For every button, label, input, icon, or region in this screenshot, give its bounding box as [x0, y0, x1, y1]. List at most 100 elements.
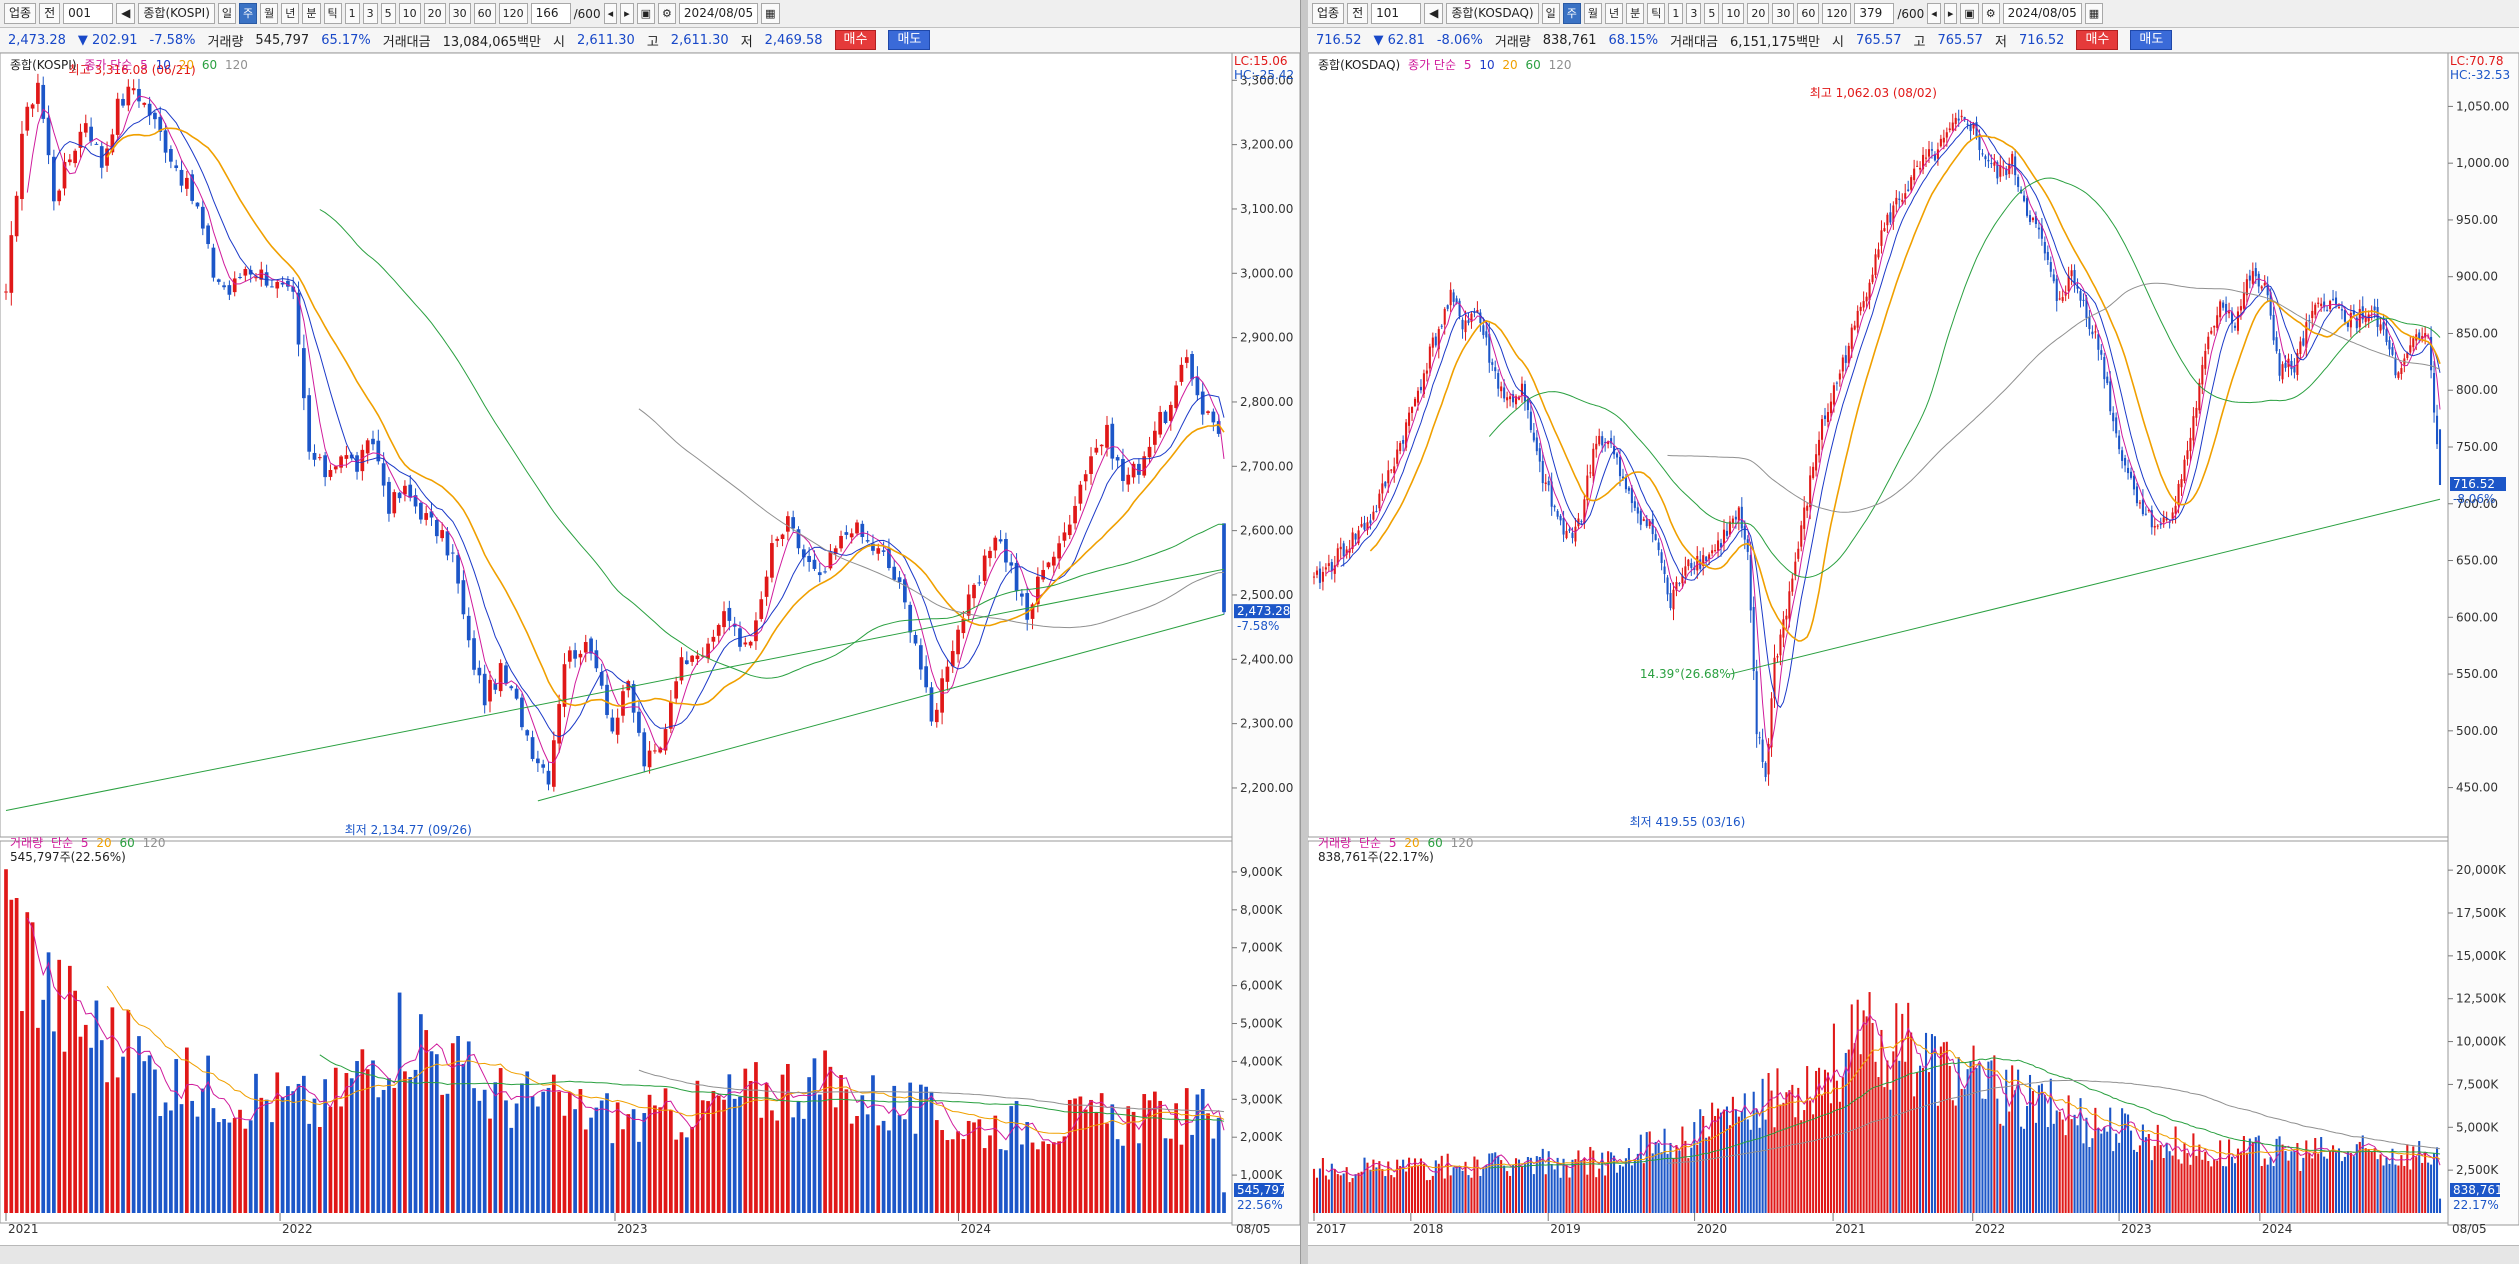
min-5[interactable]: 5 — [1704, 3, 1720, 24]
min-10[interactable]: 10 — [1722, 3, 1745, 24]
kosdaq-chart[interactable]: 1,050.00 1,000.00 950.00 900.00 850.00 800.00… — [1308, 53, 2519, 1246]
candle-body — [1363, 522, 1366, 530]
candle-body — [2043, 241, 2046, 254]
buy-button[interactable]: 매수 — [834, 30, 877, 50]
volume-bar — [105, 1082, 109, 1213]
candle-body — [1963, 117, 1966, 120]
volume-bar — [1734, 1109, 1737, 1213]
sell-button[interactable]: 매도 — [2130, 30, 2173, 50]
volume-bar — [2064, 1135, 2067, 1213]
period-select[interactable]: 전 — [39, 3, 61, 24]
date-input[interactable]: 2024/08/05 — [2002, 3, 2082, 24]
kosdaq-vol-value: 838,761주(22.17%) — [1318, 850, 1434, 864]
candle-body — [2225, 303, 2228, 314]
prev-icon[interactable]: ◂ — [603, 3, 618, 24]
volume-bar — [1966, 1069, 1969, 1213]
volume-bar — [674, 1139, 679, 1213]
min-3[interactable]: 3 — [1686, 3, 1702, 24]
tf-year[interactable]: 년 — [1604, 3, 1624, 24]
candle-body — [25, 106, 30, 131]
min-60[interactable]: 60 — [473, 3, 496, 24]
vol-pct-tag: 22.17% — [2453, 1198, 2499, 1212]
candle-body — [1509, 396, 1512, 400]
candle-body — [1562, 517, 1565, 535]
speaker-icon[interactable]: ◀ — [116, 3, 136, 24]
volume-bar — [950, 1139, 955, 1213]
market-select[interactable]: 업종 — [1312, 3, 1345, 24]
candle-body — [2180, 479, 2183, 488]
count-input[interactable]: 379 — [1854, 3, 1895, 24]
candle-body — [2406, 352, 2409, 359]
lc-label: LC:70.78 — [2450, 54, 2503, 68]
volume-bar — [1586, 1174, 1589, 1213]
candle-body — [4, 291, 8, 293]
tf-tick[interactable]: 틱 — [323, 3, 342, 24]
candle-body — [956, 629, 960, 655]
min-120[interactable]: 120 — [1822, 3, 1852, 24]
volume-bar — [344, 1073, 349, 1213]
tf-day[interactable]: 일 — [1541, 3, 1560, 24]
volume-bar — [1607, 1151, 1610, 1213]
candle-body — [1416, 390, 1420, 403]
min-5[interactable]: 5 — [380, 3, 396, 24]
tf-month[interactable]: 월 — [260, 3, 279, 24]
min-20[interactable]: 20 — [423, 3, 446, 24]
next-icon[interactable]: ▸ — [620, 3, 634, 24]
tf-year[interactable]: 년 — [281, 3, 300, 24]
tf-week[interactable]: 주 — [1562, 3, 1581, 24]
candle-body — [397, 492, 402, 499]
tf-minute[interactable]: 분 — [1626, 3, 1645, 24]
candle-body — [1618, 457, 1622, 477]
candle-body — [2037, 227, 2040, 230]
candle-body — [2186, 450, 2189, 460]
low-value: 716.52 — [2018, 32, 2065, 48]
count-input[interactable]: 166 — [530, 3, 571, 24]
kospi-scrollbar[interactable] — [0, 1245, 1304, 1264]
period-select[interactable]: 전 — [1347, 3, 1369, 24]
tf-month[interactable]: 월 — [1583, 3, 1602, 24]
min-60[interactable]: 60 — [1797, 3, 1820, 24]
min-120[interactable]: 120 — [498, 3, 528, 24]
volume-bar — [791, 1117, 796, 1213]
kospi-chart[interactable]: 3,300.00 3,200.00 3,100.00 3,000.00 2,900.00… — [0, 53, 1300, 1246]
min-10[interactable]: 10 — [398, 3, 421, 24]
volume-bar — [1672, 1158, 1675, 1213]
sell-button[interactable]: 매도 — [888, 30, 931, 50]
tf-day[interactable]: 일 — [217, 3, 236, 24]
min-1[interactable]: 1 — [344, 3, 360, 24]
vol-tick-label: 5,000K — [1240, 1017, 1283, 1031]
tf-tick[interactable]: 틱 — [1647, 3, 1666, 24]
save-icon[interactable]: ▣ — [636, 3, 656, 24]
candle-body — [833, 548, 838, 554]
save-icon[interactable]: ▣ — [1960, 3, 1979, 24]
candle-body — [716, 624, 721, 636]
min-3[interactable]: 3 — [362, 3, 378, 24]
code-input[interactable]: 001 — [63, 3, 114, 24]
calendar-icon[interactable]: ▦ — [2084, 3, 2104, 24]
min-30[interactable]: 30 — [1772, 3, 1795, 24]
gear-icon[interactable]: ⚙ — [658, 3, 676, 24]
volume-bar — [216, 1122, 221, 1213]
market-select[interactable]: 업종 — [4, 3, 37, 24]
speaker-icon[interactable]: ◀ — [1424, 3, 1444, 24]
min-30[interactable]: 30 — [448, 3, 471, 24]
hc-label: HC:-25.42 — [1234, 68, 1294, 82]
candle-body — [1806, 505, 1809, 511]
change-value: ▼ 202.91 — [77, 32, 138, 48]
min-20[interactable]: 20 — [1747, 3, 1770, 24]
gear-icon[interactable]: ⚙ — [1981, 3, 2000, 24]
vol-legend-ma-label: 단순 — [1358, 836, 1382, 850]
volume-bar — [1035, 1149, 1040, 1213]
next-icon[interactable]: ▸ — [1943, 3, 1958, 24]
kosdaq-scrollbar[interactable] — [1308, 1245, 2519, 1264]
tf-week[interactable]: 주 — [239, 3, 258, 24]
candle-body — [2201, 364, 2204, 385]
tf-minute[interactable]: 분 — [302, 3, 321, 24]
prev-icon[interactable]: ◂ — [1927, 3, 1941, 24]
calendar-icon[interactable]: ▦ — [761, 3, 780, 24]
min-1[interactable]: 1 — [1668, 3, 1684, 24]
code-input[interactable]: 101 — [1371, 3, 1422, 24]
buy-button[interactable]: 매수 — [2076, 30, 2119, 50]
candle-body — [950, 651, 955, 667]
date-input[interactable]: 2024/08/05 — [678, 3, 759, 24]
